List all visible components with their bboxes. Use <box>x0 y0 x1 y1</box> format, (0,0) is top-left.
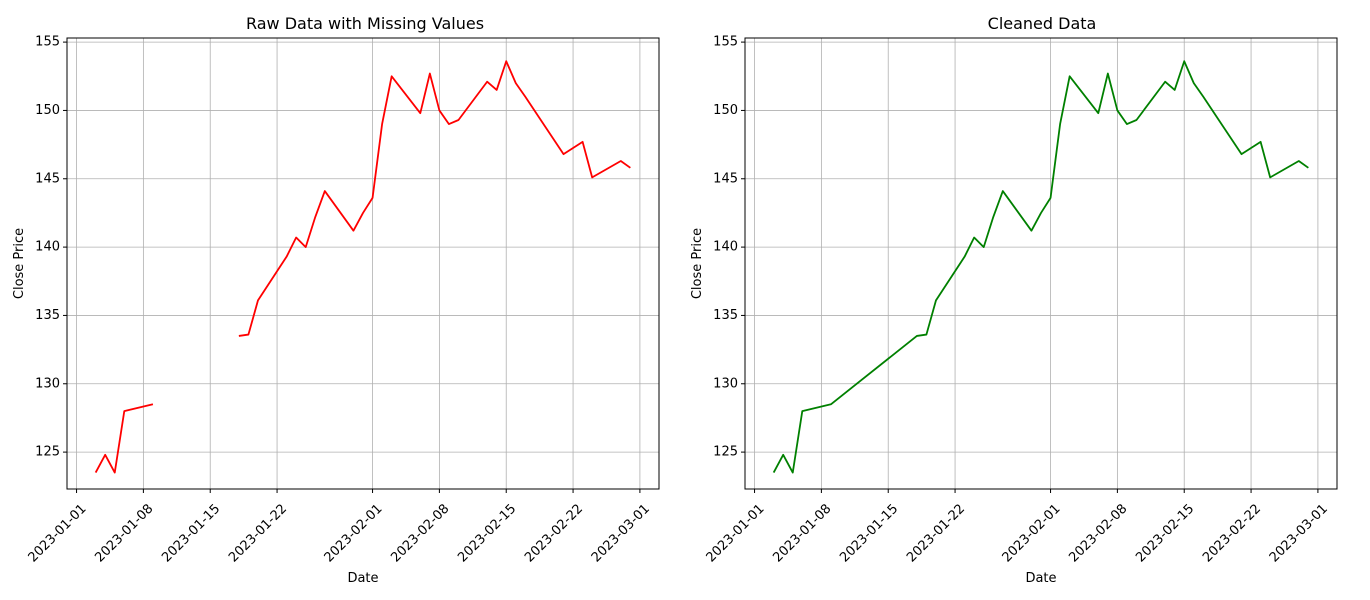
y-axis: 125 130 135 140 145 150 155 <box>35 35 67 460</box>
series-line <box>238 60 631 337</box>
y-tick-label: 130 <box>713 376 738 391</box>
y-tick-label: 145 <box>35 171 60 186</box>
y-tick-label: 140 <box>35 240 60 255</box>
series-line <box>772 60 1309 474</box>
chart-title: Raw Data with Missing Values <box>246 14 484 33</box>
y-tick-label: 155 <box>713 35 738 50</box>
grid-lines <box>745 38 1337 489</box>
series-line <box>94 403 154 474</box>
chart-title: Cleaned Data <box>988 14 1097 33</box>
series-layer <box>94 60 631 474</box>
y-tick-label: 150 <box>713 103 738 118</box>
y-tick-label: 135 <box>713 308 738 323</box>
y-axis: 125 130 135 140 145 150 155 <box>713 35 745 460</box>
y-tick-label: 125 <box>35 445 60 460</box>
series-layer <box>772 60 1309 474</box>
y-axis-label: Close Price <box>12 228 27 299</box>
y-tick-label: 155 <box>35 35 60 50</box>
y-tick-label: 135 <box>35 308 60 323</box>
y-tick-label: 145 <box>713 171 738 186</box>
y-tick-label: 130 <box>35 376 60 391</box>
y-tick-label: 125 <box>713 445 738 460</box>
y-axis-label: Close Price <box>690 228 705 299</box>
x-axis-label: Date <box>347 571 378 586</box>
y-tick-label: 140 <box>713 240 738 255</box>
plot-frame <box>66 37 660 490</box>
y-tick-label: 150 <box>35 103 60 118</box>
grid-lines <box>67 38 659 489</box>
plot-frame <box>744 37 1338 490</box>
x-axis-label: Date <box>1025 571 1056 586</box>
